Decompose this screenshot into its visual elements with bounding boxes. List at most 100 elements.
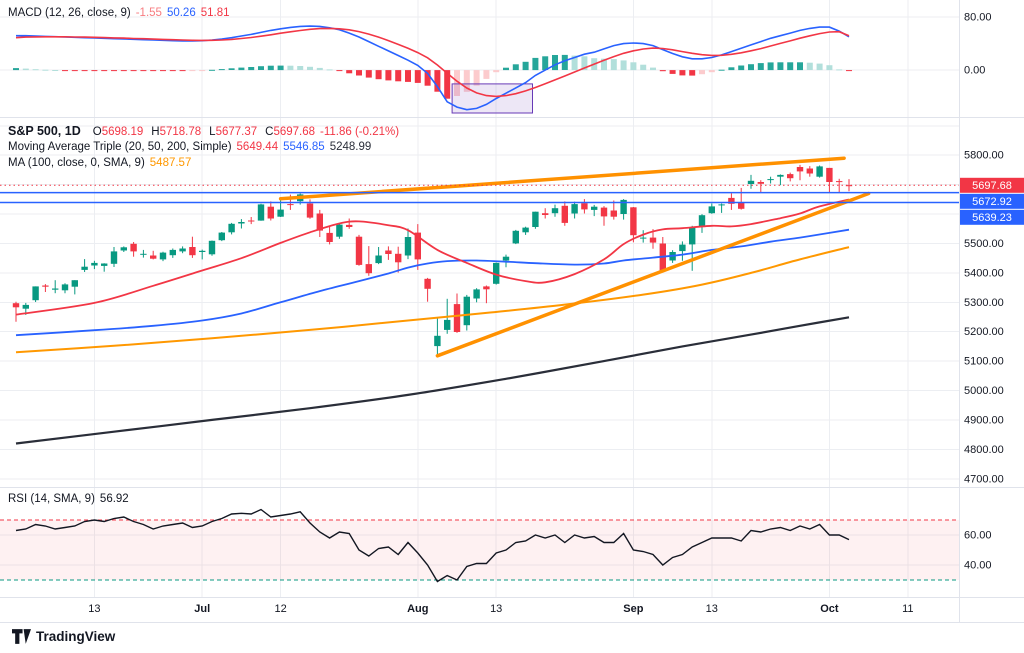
macd-highlight-box bbox=[451, 83, 534, 114]
candle-body bbox=[140, 253, 147, 255]
tradingview-logo-text: TradingView bbox=[36, 629, 116, 644]
ma50-line bbox=[15, 228, 850, 337]
candle-body bbox=[698, 215, 706, 227]
candle-body bbox=[91, 262, 98, 266]
candle-body bbox=[277, 209, 284, 217]
time-axis[interactable]: 13 Jul 12 Aug 13 Sep 13 Oct 11 bbox=[88, 603, 913, 615]
candle-body bbox=[12, 303, 20, 308]
candle-body bbox=[346, 224, 353, 227]
ma-triple-legend: Moving Average Triple (20, 50, 200, Simp… bbox=[8, 140, 371, 154]
svg-text:Oct: Oct bbox=[820, 603, 839, 615]
symbol-title: S&P 500, 1D bbox=[8, 124, 81, 138]
candle-body bbox=[248, 220, 255, 222]
rsi-legend-title: RSI (14, SMA, 9) bbox=[8, 493, 95, 505]
svg-text:5639.23: 5639.23 bbox=[972, 212, 1012, 224]
candle-body bbox=[101, 263, 108, 266]
svg-text:13: 13 bbox=[706, 603, 718, 615]
candle-body bbox=[512, 230, 519, 244]
candle-body bbox=[591, 206, 598, 210]
candle-body bbox=[32, 286, 39, 301]
candle-body bbox=[81, 266, 88, 270]
price-axis[interactable]: 5800.00 5500.00 5400.00 5300.00 5200.00 5100.… bbox=[960, 12, 1024, 572]
ma20-line bbox=[15, 198, 850, 316]
svg-text:5100.00: 5100.00 bbox=[964, 356, 1004, 368]
candle-body bbox=[52, 288, 59, 290]
candle-body bbox=[532, 211, 539, 227]
macd-signal-value: 51.81 bbox=[200, 7, 230, 19]
candle-body bbox=[424, 278, 431, 289]
rsi-pane bbox=[0, 508, 959, 583]
svg-text:60.00: 60.00 bbox=[964, 530, 992, 542]
svg-text:13: 13 bbox=[490, 603, 502, 615]
candle-body bbox=[796, 167, 804, 172]
candle-body bbox=[238, 222, 245, 224]
candle-body bbox=[806, 168, 813, 174]
candle-body bbox=[218, 232, 225, 241]
svg-text:Aug: Aug bbox=[407, 603, 428, 615]
candle-body bbox=[434, 335, 441, 347]
rsi-value: 56.92 bbox=[99, 493, 129, 505]
candle-body bbox=[169, 249, 176, 256]
candle-body bbox=[444, 319, 451, 330]
ma-triple-title: Moving Average Triple (20, 50, 200, Simp… bbox=[8, 141, 232, 153]
candle-body bbox=[757, 182, 764, 184]
candle-body bbox=[326, 232, 333, 242]
svg-text:5000.00: 5000.00 bbox=[964, 385, 1004, 397]
svg-text:4900.00: 4900.00 bbox=[964, 414, 1004, 426]
candle-body bbox=[522, 227, 529, 233]
svg-text:13: 13 bbox=[88, 603, 100, 615]
candle-body bbox=[845, 185, 853, 187]
candle-body bbox=[71, 280, 78, 287]
svg-text:4800.00: 4800.00 bbox=[964, 444, 1004, 456]
candle-body bbox=[836, 181, 843, 183]
candle-body bbox=[42, 285, 49, 287]
candle-body bbox=[483, 286, 490, 290]
candle-body bbox=[257, 204, 265, 221]
candle-body bbox=[150, 255, 157, 259]
candle-body bbox=[542, 213, 549, 215]
candle-body bbox=[208, 240, 216, 255]
candle-body bbox=[414, 232, 421, 260]
tradingview-logo[interactable]: TradingView bbox=[12, 629, 115, 644]
candle-body bbox=[738, 202, 745, 209]
candle-body bbox=[287, 204, 294, 206]
macd-legend-title: MACD (12, 26, close, 9) bbox=[8, 7, 131, 19]
ma200-value: 5248.99 bbox=[329, 141, 372, 153]
rsi-band bbox=[0, 520, 959, 580]
candle-body bbox=[502, 256, 510, 261]
candle-body bbox=[630, 207, 637, 236]
candle-body bbox=[61, 284, 69, 291]
main-pane bbox=[0, 156, 959, 445]
svg-text:11: 11 bbox=[902, 603, 913, 615]
svg-text:0.00: 0.00 bbox=[964, 65, 985, 77]
trendline-2[interactable] bbox=[435, 191, 871, 358]
macd-line bbox=[16, 25, 850, 111]
candle-body bbox=[110, 251, 118, 264]
pane-separators bbox=[0, 0, 1024, 623]
candle-body bbox=[120, 247, 127, 251]
rsi-legend: RSI (14, SMA, 9) 56.92 bbox=[8, 492, 129, 506]
candle-body bbox=[159, 252, 167, 260]
candle-body bbox=[179, 248, 186, 252]
ma20-value: 5649.44 bbox=[236, 141, 279, 153]
ohlc-close: C5697.68 bbox=[265, 126, 316, 138]
svg-text:5400.00: 5400.00 bbox=[964, 267, 1004, 279]
candle-body bbox=[189, 247, 196, 256]
ma100-value: 5487.57 bbox=[149, 157, 192, 169]
candle-body bbox=[493, 262, 500, 284]
price-label-5639.23 bbox=[960, 209, 1024, 225]
change-value: -11.86 (-0.21%) bbox=[320, 126, 400, 138]
candle-body bbox=[787, 174, 794, 179]
svg-text:Sep: Sep bbox=[623, 603, 643, 615]
candle-body bbox=[463, 296, 470, 326]
svg-text:5672.92: 5672.92 bbox=[972, 196, 1012, 208]
svg-text:5300.00: 5300.00 bbox=[964, 297, 1004, 309]
candle-body bbox=[385, 250, 392, 254]
candle-body bbox=[365, 264, 372, 274]
svg-text:Jul: Jul bbox=[194, 603, 210, 615]
candle-body bbox=[826, 167, 833, 182]
candle-body bbox=[571, 204, 578, 214]
candle-body bbox=[551, 208, 559, 214]
